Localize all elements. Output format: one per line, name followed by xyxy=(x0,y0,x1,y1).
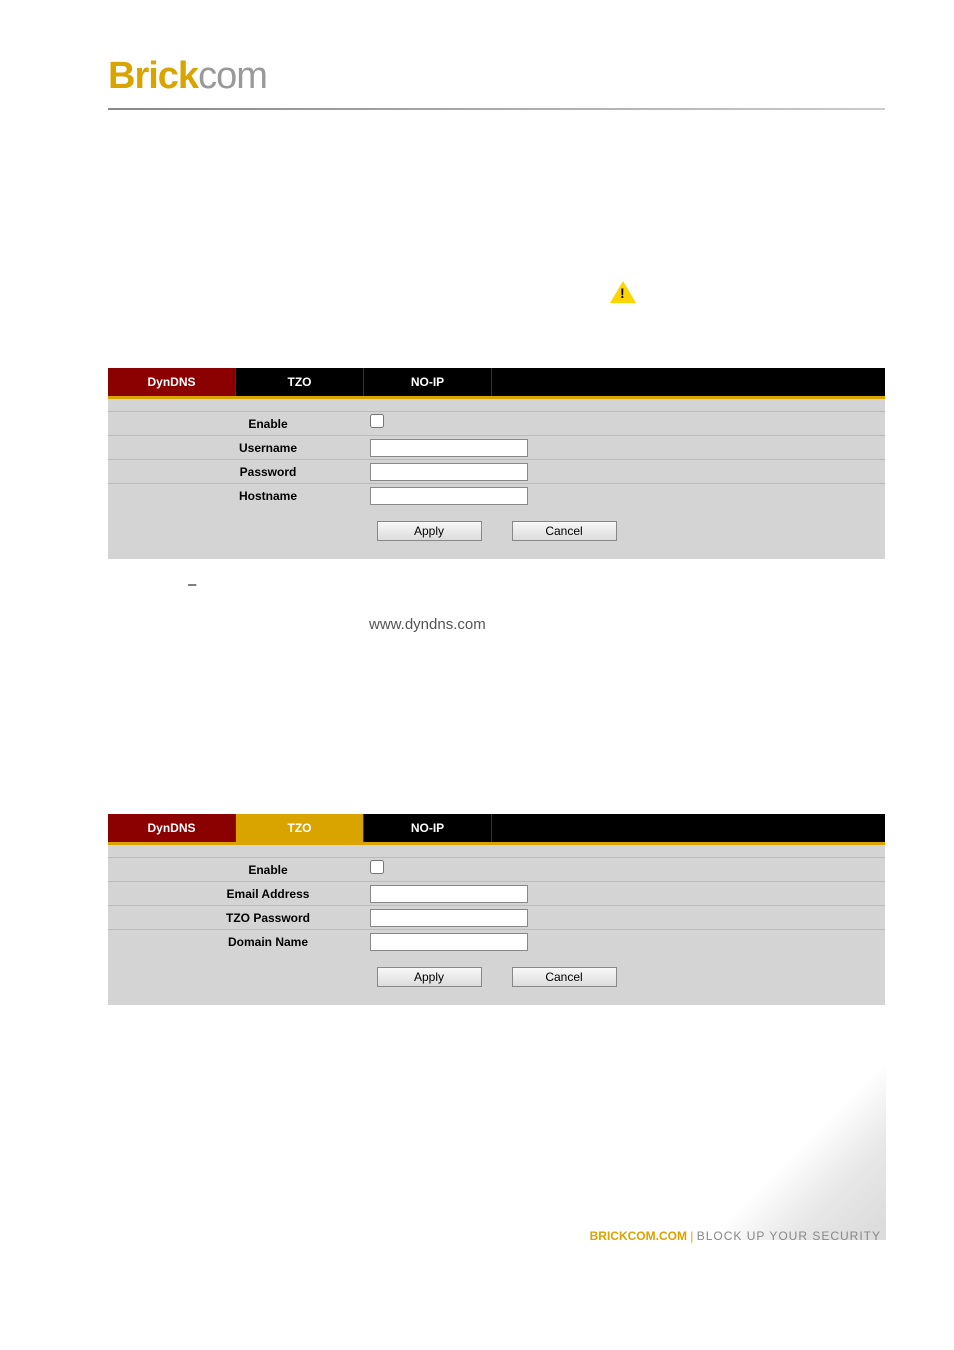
logo-brick: Brick xyxy=(108,55,198,97)
footer-tagline: BLOCK UP YOUR SECURITY xyxy=(697,1229,881,1243)
row-enable: Enable xyxy=(108,411,885,435)
dash-text: – xyxy=(188,576,196,593)
input-cell xyxy=(358,885,528,903)
input-cell xyxy=(358,439,528,457)
label-enable: Enable xyxy=(108,417,358,431)
footer: BRICKCOM.COM | BLOCK UP YOUR SECURITY xyxy=(590,1229,881,1243)
tab-dyndns[interactable]: DynDNS xyxy=(108,368,236,396)
tab-noip[interactable]: NO-IP xyxy=(364,814,492,842)
label-email: Email Address xyxy=(108,887,358,901)
row-password: Password xyxy=(108,459,885,483)
password-input[interactable] xyxy=(370,463,528,481)
button-row: Apply Cancel xyxy=(108,953,885,987)
label-enable: Enable xyxy=(108,863,358,877)
input-cell xyxy=(358,414,384,433)
label-domain: Domain Name xyxy=(108,935,358,949)
label-hostname: Hostname xyxy=(108,489,358,503)
input-cell xyxy=(358,463,528,481)
warning-icon xyxy=(610,281,636,303)
cancel-button[interactable]: Cancel xyxy=(512,967,617,987)
tzo-password-input[interactable] xyxy=(370,909,528,927)
apply-button[interactable]: Apply xyxy=(377,967,482,987)
domain-input[interactable] xyxy=(370,933,528,951)
row-hostname: Hostname xyxy=(108,483,885,507)
input-cell xyxy=(358,860,384,879)
label-tzo-password: TZO Password xyxy=(108,911,358,925)
tab-noip[interactable]: NO-IP xyxy=(364,368,492,396)
username-input[interactable] xyxy=(370,439,528,457)
tabs-row: DynDNS TZO NO-IP xyxy=(108,368,885,396)
ddns-panel-dyndns: DynDNS TZO NO-IP Enable Username Passwor… xyxy=(108,368,885,559)
panel-body: Enable Username Password Hostname Apply xyxy=(108,399,885,559)
row-username: Username xyxy=(108,435,885,459)
label-password: Password xyxy=(108,465,358,479)
footer-brand: BRICKCOM.COM xyxy=(590,1229,687,1243)
logo: Brickcom xyxy=(108,55,954,98)
apply-button[interactable]: Apply xyxy=(377,521,482,541)
label-username: Username xyxy=(108,441,358,455)
row-email: Email Address xyxy=(108,881,885,905)
ddns-panel-tzo: DynDNS TZO NO-IP Enable Email Address TZ… xyxy=(108,814,885,1005)
panel-body: Enable Email Address TZO Password Domain… xyxy=(108,845,885,1005)
tabs-row: DynDNS TZO NO-IP xyxy=(108,814,885,842)
input-cell xyxy=(358,933,528,951)
header: Brickcom xyxy=(0,0,954,110)
tab-tzo[interactable]: TZO xyxy=(236,814,364,842)
hostname-input[interactable] xyxy=(370,487,528,505)
enable-checkbox[interactable] xyxy=(370,414,384,428)
corner-shape xyxy=(586,1040,886,1240)
email-input[interactable] xyxy=(370,885,528,903)
row-tzo-password: TZO Password xyxy=(108,905,885,929)
header-divider xyxy=(108,108,885,110)
input-cell xyxy=(358,487,528,505)
row-enable: Enable xyxy=(108,857,885,881)
footer-separator: | xyxy=(687,1229,697,1243)
button-row: Apply Cancel xyxy=(108,507,885,541)
tab-dyndns[interactable]: DynDNS xyxy=(108,814,236,842)
cancel-button[interactable]: Cancel xyxy=(512,521,617,541)
enable-checkbox[interactable] xyxy=(370,860,384,874)
tab-tzo[interactable]: TZO xyxy=(236,368,364,396)
row-domain: Domain Name xyxy=(108,929,885,953)
input-cell xyxy=(358,909,528,927)
dyndns-link[interactable]: www.dyndns.com xyxy=(369,616,486,633)
logo-com: com xyxy=(198,55,267,97)
corner-decoration xyxy=(576,1040,886,1240)
